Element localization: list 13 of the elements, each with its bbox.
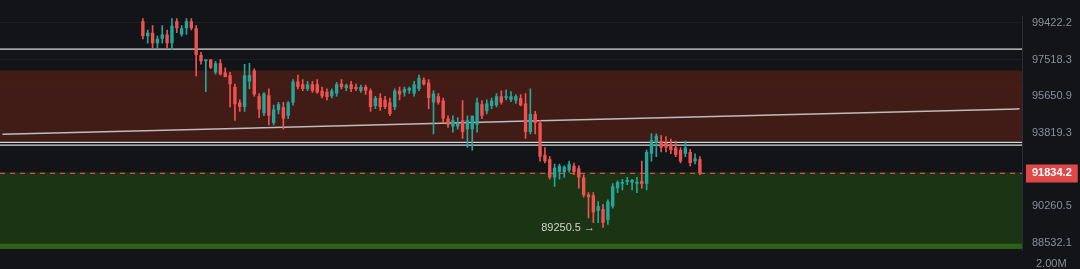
candlestick [640, 160, 644, 189]
candlestick [228, 72, 232, 108]
candlestick [160, 25, 164, 44]
y-tick-label: 99422.2 [1032, 15, 1072, 28]
y-tick-label: 97518.3 [1032, 52, 1072, 65]
y-tick-label: 95650.9 [1032, 89, 1072, 102]
y-tick-label: 90260.5 [1032, 199, 1072, 212]
ref-line-label: 91834.2 [1032, 166, 1072, 179]
text: 2.00M [1036, 256, 1067, 269]
annotation: 89250.5 → [541, 220, 596, 233]
candlestick [596, 201, 600, 223]
y-tick-label: 93819.3 [1032, 125, 1072, 138]
y-tick-label: 88532.1 [1032, 235, 1072, 248]
